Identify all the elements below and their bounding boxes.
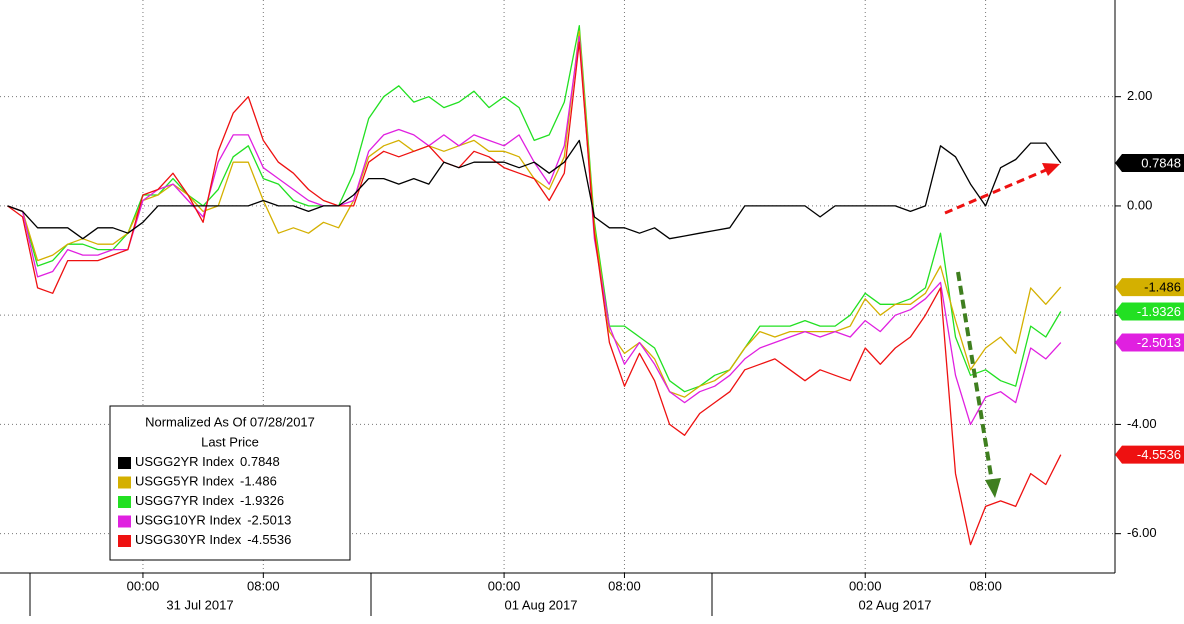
day-label: 31 Jul 2017 — [166, 597, 233, 612]
last-price-label: 0.7848 — [1141, 155, 1181, 170]
legend-box — [109, 405, 351, 561]
legend-swatch — [118, 457, 131, 469]
series-line — [7, 41, 1062, 546]
legend-name: USGG2YR Index — [135, 454, 234, 469]
y-tick-label: 2.00 — [1127, 88, 1152, 103]
legend-swatch — [118, 496, 131, 508]
legend-value: -1.9326 — [240, 493, 284, 508]
legend-name: USGG5YR Index — [135, 474, 234, 489]
x-tick-label: 00:00 — [488, 578, 521, 593]
x-tick-label: 08:00 — [608, 578, 641, 593]
day-label: 02 Aug 2017 — [858, 597, 931, 612]
arrow-head — [985, 478, 1001, 498]
legend-entry: USGG5YR Index -1.486 — [135, 474, 277, 489]
legend-name: USGG7YR Index — [135, 493, 234, 508]
last-price-label: -4.5536 — [1137, 447, 1181, 462]
legend-value: -1.486 — [240, 474, 277, 489]
lines — [7, 25, 1062, 546]
last-price-label: -1.486 — [1144, 280, 1181, 295]
legend-value: -4.5536 — [247, 532, 291, 547]
last-price-label: -2.5013 — [1137, 335, 1181, 350]
axis-labels: 2.000.00-2.00-4.00-6.0000:0008:0000:0008… — [29, 88, 1184, 616]
legend-value: -2.5013 — [247, 513, 291, 528]
last-price-box — [1115, 302, 1184, 321]
series-line — [7, 25, 1062, 393]
arrow-up — [944, 168, 1047, 215]
arrow-head — [1042, 163, 1060, 176]
legend-swatch — [118, 535, 131, 547]
legend-subtitle: Last Price — [201, 434, 259, 449]
legend-title: Normalized As Of 07/28/2017 — [145, 414, 315, 429]
last-price-box — [1115, 154, 1184, 173]
legend-entry: USGG10YR Index -2.5013 — [135, 513, 291, 528]
x-tick-label: 08:00 — [969, 578, 1002, 593]
last-price-box — [1115, 333, 1184, 352]
day-label: 01 Aug 2017 — [504, 597, 577, 612]
legend-name: USGG10YR Index — [135, 513, 242, 528]
legend-entry: USGG2YR Index 0.7848 — [135, 454, 280, 469]
legend-swatch — [118, 515, 131, 528]
legend-name: USGG30YR Index — [135, 532, 242, 547]
x-tick-label: 00:00 — [127, 578, 160, 593]
y-tick-label: 0.00 — [1127, 197, 1152, 212]
legend-swatch — [118, 476, 131, 489]
y-tick-label: -6.00 — [1127, 525, 1157, 540]
last-price-label: -1.9326 — [1137, 304, 1181, 319]
last-price-box — [1115, 445, 1184, 464]
last-price-box — [1115, 278, 1184, 297]
series-line — [7, 139, 1062, 240]
legend-entry: USGG7YR Index -1.9326 — [135, 493, 284, 508]
legend-value: 0.7848 — [240, 454, 280, 469]
y-tick-label: -4.00 — [1127, 416, 1157, 431]
annotation-arrows — [944, 163, 1060, 498]
legend-entry: USGG30YR Index -4.5536 — [135, 532, 291, 547]
arrow-down — [956, 271, 994, 483]
x-tick-label: 00:00 — [849, 578, 882, 593]
x-tick-label: 08:00 — [247, 578, 280, 593]
legend: Normalized As Of 07/28/2017 Last Price USG… — [109, 405, 351, 561]
